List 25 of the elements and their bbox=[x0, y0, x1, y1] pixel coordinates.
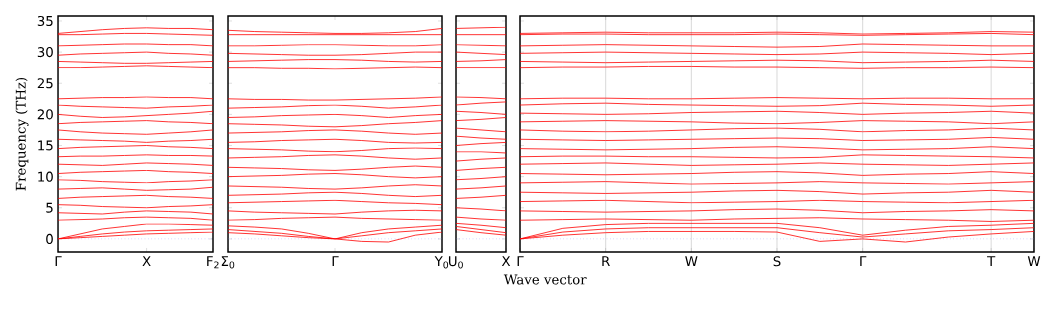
x-tick-label: W bbox=[685, 256, 698, 266]
x-tick-label: W bbox=[1027, 256, 1041, 266]
x-axis-title: Wave vector bbox=[503, 274, 587, 285]
x-tick-label: F$_{2}$ bbox=[207, 256, 219, 269]
x-tick-label: Γ bbox=[55, 256, 62, 266]
y-tick-label: 25 bbox=[37, 78, 53, 89]
y-tick-label: 30 bbox=[37, 47, 53, 58]
x-tick-label: R bbox=[602, 256, 610, 266]
y-tick-label: 0 bbox=[46, 233, 53, 244]
y-tick-label: 15 bbox=[38, 140, 53, 151]
x-tick-label: Γ bbox=[517, 256, 524, 266]
x-tick-label: Y$_{0}$ bbox=[434, 256, 449, 269]
x-tick-label: Σ$_{0}$ bbox=[221, 256, 235, 269]
x-tick-label: X bbox=[501, 256, 511, 266]
x-tick-label: U$_{0}$ bbox=[448, 256, 463, 269]
x-tick-label: X bbox=[142, 256, 151, 266]
x-tick-label: T bbox=[987, 256, 996, 266]
y-tick-label: 10 bbox=[38, 171, 53, 182]
y-tick-label: 5 bbox=[46, 202, 53, 213]
y-axis-title: Frequency (THz) bbox=[15, 77, 29, 191]
x-tick-label: S bbox=[773, 256, 781, 267]
y-tick-label: 35 bbox=[37, 15, 53, 27]
y-tick-label: 20 bbox=[37, 109, 53, 120]
x-tick-label: Γ bbox=[860, 256, 867, 266]
x-tick-label: Γ bbox=[332, 256, 339, 266]
